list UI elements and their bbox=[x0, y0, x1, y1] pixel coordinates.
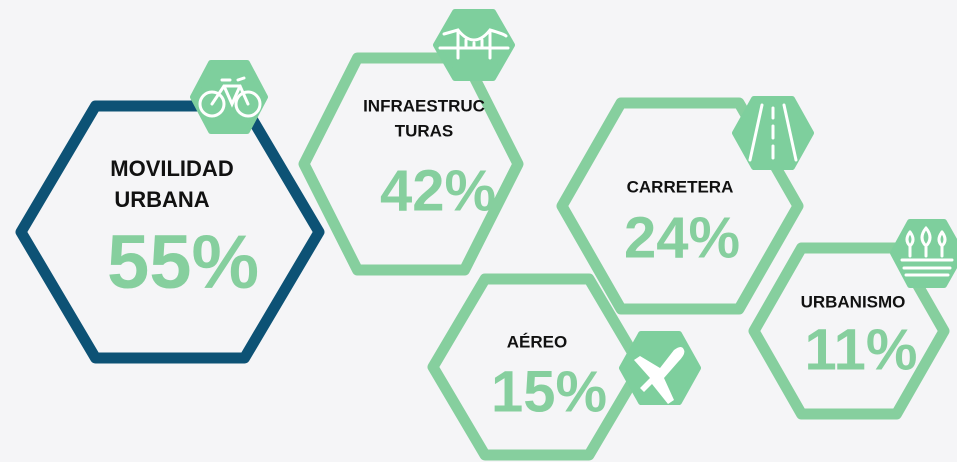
icon-trees bbox=[890, 219, 957, 288]
hexagon bbox=[556, 97, 804, 315]
item-value: 11% bbox=[805, 317, 918, 382]
item-label: CARRETERA bbox=[627, 177, 734, 196]
item-label: TURAS bbox=[395, 121, 454, 140]
icon-road bbox=[732, 96, 814, 170]
item-label: AÉREO bbox=[507, 332, 567, 351]
item-label: INFRAESTRUC bbox=[363, 96, 485, 115]
item-value: 55% bbox=[107, 220, 259, 305]
icon-plane bbox=[619, 331, 701, 405]
item-label: URBANISMO bbox=[801, 292, 906, 311]
icon-bridge bbox=[433, 9, 515, 81]
item-value: 15% bbox=[491, 359, 607, 424]
item-value: 24% bbox=[624, 205, 740, 270]
item-value: 42% bbox=[380, 158, 496, 223]
item-label: URBANA bbox=[114, 187, 209, 212]
hexagon bbox=[298, 52, 524, 276]
icon-bike bbox=[190, 60, 268, 134]
hexagon bbox=[748, 242, 950, 420]
hexagon bbox=[15, 100, 325, 364]
item-label: MOVILIDAD bbox=[110, 156, 233, 181]
